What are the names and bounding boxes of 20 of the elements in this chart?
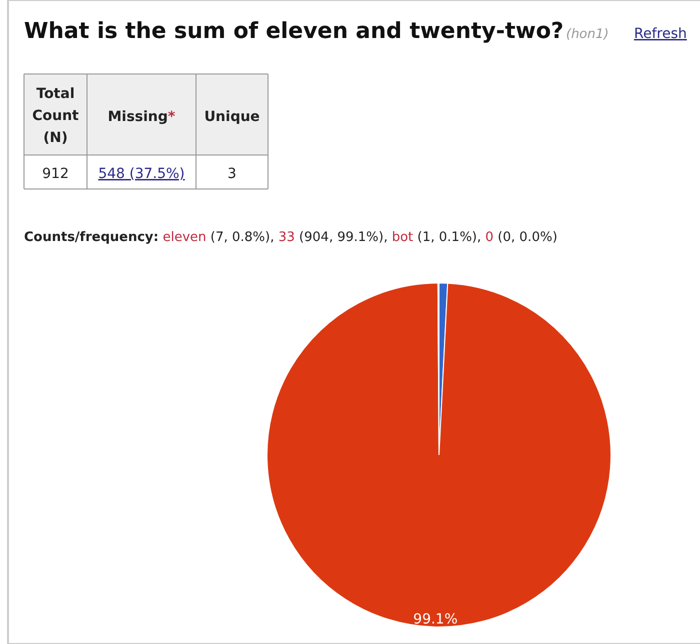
chart-subtitle: (hon1) [566, 27, 609, 42]
text: 0 [481, 230, 494, 245]
text: 3 [228, 166, 236, 182]
text: 912 [42, 166, 69, 182]
text: 33 [274, 230, 295, 245]
text: Unique [204, 109, 260, 125]
chart-title: What is the sum of eleven and twenty-two? [24, 19, 564, 44]
text: Total Count (N) [32, 86, 80, 146]
text: (904, 99.1%), [294, 230, 388, 245]
text: Counts/frequency: [24, 230, 159, 245]
text: (0, 0.0%) [494, 230, 558, 245]
text: bot [388, 230, 414, 245]
text: eleven [158, 230, 206, 245]
pie-slice [266, 282, 612, 628]
data-label: 99.1% [413, 611, 458, 628]
text: (1, 0.1%), [413, 230, 482, 245]
text: Refresh [634, 26, 687, 42]
text: (7, 0.8%), [206, 230, 274, 245]
text: 548 (37.5%) [98, 166, 185, 182]
text: Missing* [108, 109, 176, 125]
